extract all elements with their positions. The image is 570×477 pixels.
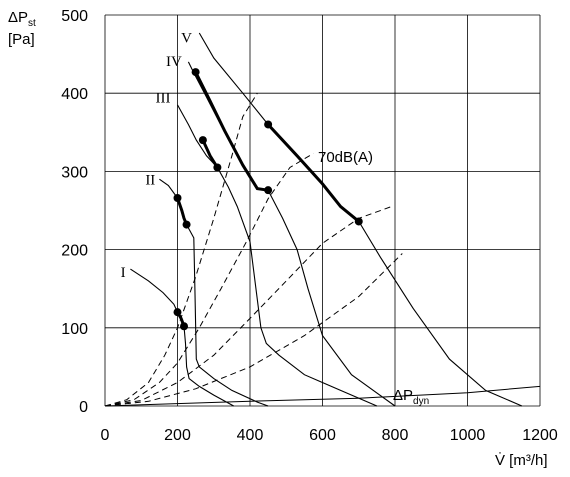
operating-point-marker bbox=[173, 308, 182, 317]
y-tick-label: 100 bbox=[61, 321, 88, 338]
fan-curve-ii bbox=[159, 178, 269, 407]
operating-point-marker bbox=[213, 163, 222, 172]
curves bbox=[104, 32, 541, 407]
operating-point-marker bbox=[180, 322, 189, 331]
operating-point-marker bbox=[173, 193, 182, 202]
y-tick-label: 0 bbox=[79, 399, 88, 416]
system-curve bbox=[104, 92, 258, 407]
operating-segment-ii bbox=[176, 196, 189, 227]
operating-point-marker bbox=[264, 186, 273, 195]
operating-segment-iii bbox=[201, 138, 219, 169]
x-tick-label: 200 bbox=[164, 427, 191, 444]
x-tick-label: 400 bbox=[237, 427, 264, 444]
curve-label-i: I bbox=[121, 265, 126, 281]
x-tick-label: 600 bbox=[309, 427, 336, 444]
fan-curve-i bbox=[130, 268, 234, 407]
y-axis-label-sub: st bbox=[28, 18, 36, 29]
dyn-label-main: ΔP bbox=[393, 387, 413, 404]
operating-segment-iv bbox=[194, 70, 270, 192]
y-tick-label: 500 bbox=[61, 8, 88, 25]
curve-label-iv: IV bbox=[166, 54, 182, 70]
operating-point-marker bbox=[354, 217, 363, 226]
curve-label-v: V bbox=[181, 30, 192, 46]
x-tick-label: 1200 bbox=[522, 427, 558, 444]
noise-label: 70dB(A) bbox=[318, 149, 373, 166]
system-curve bbox=[104, 152, 314, 407]
y-tick-label: 200 bbox=[61, 243, 88, 260]
x-axis-label: V̇ [m³/h] bbox=[495, 452, 548, 469]
grid-lines bbox=[104, 14, 541, 407]
x-tick-label: 0 bbox=[101, 427, 110, 444]
dyn-label-sub: dyn bbox=[413, 396, 429, 407]
axes: 0 200 400 600 800 1000 1200 0 100 200 300 400 500 bbox=[61, 8, 558, 444]
operating-point-marker bbox=[198, 136, 207, 145]
system-curve bbox=[104, 253, 403, 407]
fan-curve-iii bbox=[177, 104, 378, 407]
y-tick-label: 300 bbox=[61, 164, 88, 181]
curve-label-ii: II bbox=[145, 173, 155, 189]
operating-point-marker bbox=[182, 220, 191, 229]
y-axis-unit: [Pa] bbox=[8, 31, 35, 48]
y-axis-label: ΔPst bbox=[8, 9, 36, 29]
operating-point-marker bbox=[191, 68, 200, 77]
x-tick-label: 1000 bbox=[450, 427, 486, 444]
y-axis-label-main: ΔP bbox=[8, 9, 28, 26]
fan-curve-iv bbox=[187, 61, 396, 407]
operating-point-marker bbox=[264, 120, 273, 129]
x-tick-label: 800 bbox=[382, 427, 409, 444]
system-curve bbox=[104, 206, 392, 407]
y-tick-label: 400 bbox=[61, 86, 88, 103]
curve-label-iii: III bbox=[156, 91, 171, 107]
dyn-pressure-label: ΔPdyn bbox=[393, 387, 429, 407]
operating-segment-v bbox=[266, 123, 361, 223]
